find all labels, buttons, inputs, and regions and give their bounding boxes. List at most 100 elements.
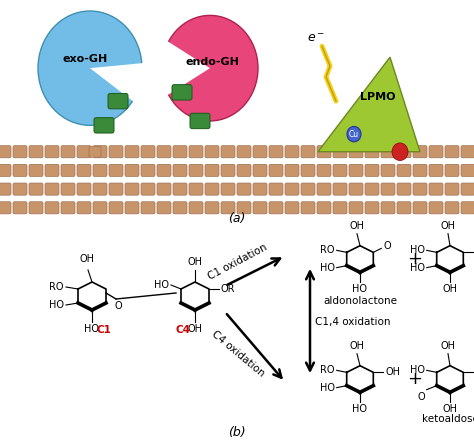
FancyBboxPatch shape <box>429 183 443 195</box>
Text: C1: C1 <box>97 325 111 335</box>
Text: C4: C4 <box>175 325 191 335</box>
FancyBboxPatch shape <box>413 164 427 176</box>
Text: (a): (a) <box>228 212 246 226</box>
Text: +: + <box>408 250 422 268</box>
FancyBboxPatch shape <box>221 164 235 176</box>
Wedge shape <box>90 63 144 102</box>
FancyBboxPatch shape <box>349 146 363 158</box>
FancyBboxPatch shape <box>445 164 459 176</box>
FancyBboxPatch shape <box>189 146 203 158</box>
Text: O: O <box>383 242 391 251</box>
FancyBboxPatch shape <box>157 164 171 176</box>
FancyBboxPatch shape <box>333 183 347 195</box>
FancyBboxPatch shape <box>77 202 91 214</box>
FancyBboxPatch shape <box>349 183 363 195</box>
FancyBboxPatch shape <box>397 164 411 176</box>
Text: (b): (b) <box>228 426 246 439</box>
FancyBboxPatch shape <box>317 202 331 214</box>
Text: OH: OH <box>443 284 457 294</box>
FancyBboxPatch shape <box>45 183 59 195</box>
FancyBboxPatch shape <box>157 183 171 195</box>
Text: OH: OH <box>80 254 94 264</box>
Text: OH: OH <box>440 221 456 231</box>
FancyBboxPatch shape <box>205 183 219 195</box>
FancyBboxPatch shape <box>349 164 363 176</box>
FancyBboxPatch shape <box>269 202 283 214</box>
Text: HO: HO <box>410 263 425 273</box>
Text: C4 oxidation: C4 oxidation <box>210 329 266 379</box>
Text: Cu: Cu <box>349 130 359 139</box>
FancyBboxPatch shape <box>429 146 443 158</box>
FancyBboxPatch shape <box>333 202 347 214</box>
Circle shape <box>392 143 408 161</box>
FancyBboxPatch shape <box>141 164 155 176</box>
FancyBboxPatch shape <box>77 164 91 176</box>
Text: RO: RO <box>49 282 64 292</box>
FancyBboxPatch shape <box>445 202 459 214</box>
FancyBboxPatch shape <box>397 183 411 195</box>
Text: HO: HO <box>353 404 367 414</box>
Text: HO: HO <box>319 263 335 273</box>
FancyBboxPatch shape <box>0 164 11 176</box>
Text: OH: OH <box>443 404 457 414</box>
FancyBboxPatch shape <box>173 183 187 195</box>
FancyBboxPatch shape <box>445 183 459 195</box>
FancyBboxPatch shape <box>461 202 474 214</box>
FancyBboxPatch shape <box>0 202 11 214</box>
FancyBboxPatch shape <box>285 183 299 195</box>
Text: exo-GH: exo-GH <box>63 54 108 64</box>
FancyBboxPatch shape <box>429 202 443 214</box>
Text: RO: RO <box>320 365 335 375</box>
Text: OR: OR <box>221 284 236 294</box>
FancyBboxPatch shape <box>365 183 379 195</box>
FancyBboxPatch shape <box>13 146 27 158</box>
FancyBboxPatch shape <box>253 202 267 214</box>
FancyBboxPatch shape <box>77 183 91 195</box>
FancyBboxPatch shape <box>237 146 251 158</box>
FancyBboxPatch shape <box>189 164 203 176</box>
FancyBboxPatch shape <box>109 202 123 214</box>
FancyBboxPatch shape <box>317 146 331 158</box>
Text: OH: OH <box>349 341 365 351</box>
FancyBboxPatch shape <box>109 183 123 195</box>
FancyBboxPatch shape <box>205 164 219 176</box>
FancyBboxPatch shape <box>413 183 427 195</box>
FancyBboxPatch shape <box>13 183 27 195</box>
FancyBboxPatch shape <box>349 202 363 214</box>
FancyBboxPatch shape <box>45 146 59 158</box>
FancyBboxPatch shape <box>29 183 43 195</box>
FancyBboxPatch shape <box>45 202 59 214</box>
FancyBboxPatch shape <box>93 164 107 176</box>
FancyBboxPatch shape <box>285 146 299 158</box>
FancyBboxPatch shape <box>61 202 75 214</box>
Text: aldonolactone: aldonolactone <box>323 296 397 306</box>
FancyBboxPatch shape <box>125 146 139 158</box>
FancyBboxPatch shape <box>429 164 443 176</box>
FancyBboxPatch shape <box>189 202 203 214</box>
FancyBboxPatch shape <box>333 164 347 176</box>
Text: O: O <box>417 392 425 402</box>
FancyBboxPatch shape <box>317 183 331 195</box>
Circle shape <box>38 11 142 125</box>
FancyBboxPatch shape <box>285 164 299 176</box>
FancyBboxPatch shape <box>173 164 187 176</box>
FancyBboxPatch shape <box>141 202 155 214</box>
FancyBboxPatch shape <box>269 183 283 195</box>
FancyBboxPatch shape <box>45 164 59 176</box>
FancyBboxPatch shape <box>173 202 187 214</box>
FancyBboxPatch shape <box>445 146 459 158</box>
FancyBboxPatch shape <box>381 164 395 176</box>
FancyBboxPatch shape <box>125 202 139 214</box>
Text: ketoaldose: ketoaldose <box>421 414 474 424</box>
FancyBboxPatch shape <box>253 146 267 158</box>
FancyBboxPatch shape <box>189 183 203 195</box>
FancyBboxPatch shape <box>172 85 192 100</box>
Text: HO: HO <box>154 280 169 290</box>
FancyBboxPatch shape <box>461 183 474 195</box>
FancyBboxPatch shape <box>397 202 411 214</box>
FancyBboxPatch shape <box>157 202 171 214</box>
FancyBboxPatch shape <box>61 183 75 195</box>
FancyBboxPatch shape <box>317 164 331 176</box>
FancyBboxPatch shape <box>89 146 101 157</box>
FancyBboxPatch shape <box>190 113 210 129</box>
